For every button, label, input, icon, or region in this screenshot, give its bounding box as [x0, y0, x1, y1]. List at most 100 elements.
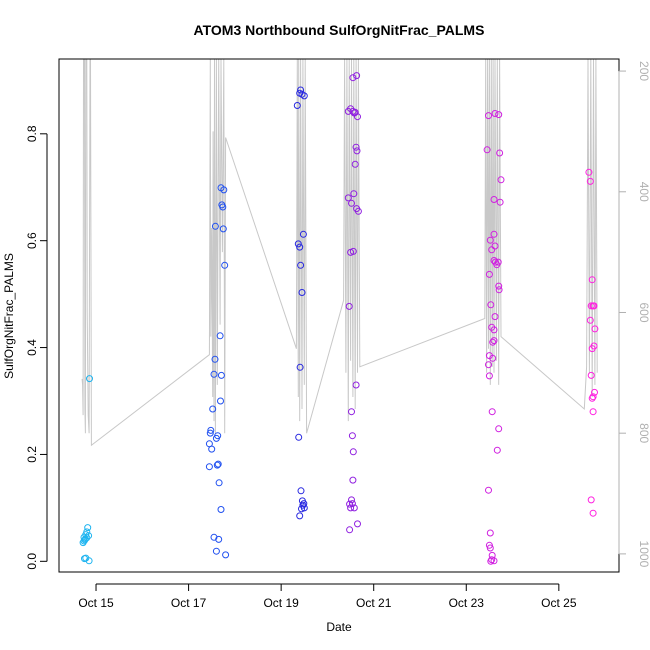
chart-title: ATOM3 Northbound SulfOrgNitFrac_PALMS	[194, 22, 485, 38]
data-point	[344, 194, 352, 202]
data-point	[208, 445, 216, 453]
data-point	[293, 102, 301, 109]
data-point	[354, 520, 361, 528]
data-point	[346, 526, 354, 534]
data-point	[490, 230, 498, 238]
data-point	[348, 199, 355, 207]
data-point	[353, 72, 361, 80]
data-point	[485, 270, 493, 278]
data-point	[491, 110, 499, 117]
data-point	[210, 370, 218, 378]
x-tick-label: Oct 15	[78, 596, 114, 610]
data-point	[587, 302, 595, 310]
data-point	[211, 222, 219, 230]
data-point	[354, 207, 362, 215]
data-point	[490, 326, 498, 334]
data-point	[494, 258, 502, 266]
data-point	[495, 286, 503, 294]
altitude-line	[81, 58, 598, 447]
data-point	[352, 381, 360, 389]
data-point	[296, 243, 304, 251]
data-point	[219, 225, 227, 233]
data-point	[489, 338, 497, 346]
data-point	[586, 316, 594, 324]
data-point	[211, 355, 219, 363]
data-point	[486, 544, 494, 552]
data-point	[586, 177, 594, 185]
data-point	[590, 342, 598, 350]
data-point	[296, 363, 304, 371]
data-point	[212, 547, 220, 555]
right-axis: 200 400 600 800 1000	[618, 61, 650, 568]
x-axis-label: Date	[326, 620, 352, 634]
data-point	[217, 371, 225, 379]
data-point	[496, 149, 504, 157]
data-point	[296, 512, 304, 520]
right-tick-label: 800	[637, 423, 650, 443]
data-point	[214, 432, 222, 440]
data-point	[589, 509, 597, 517]
data-point	[349, 247, 357, 255]
data-point	[488, 246, 496, 254]
data-point	[486, 236, 494, 244]
right-tick-label: 400	[637, 182, 650, 202]
data-point	[348, 496, 355, 504]
data-point	[299, 230, 307, 238]
data-point	[216, 332, 224, 340]
data-point	[352, 143, 360, 151]
data-point	[217, 397, 224, 405]
data-point	[489, 354, 497, 362]
data-point	[297, 86, 305, 94]
y-tick-label: 0.6	[25, 232, 39, 249]
x-tick-label: Oct 17	[171, 596, 207, 610]
data-point	[485, 112, 492, 120]
data-point	[205, 463, 213, 471]
data-point	[295, 433, 303, 441]
data-point	[350, 504, 358, 512]
data-point	[83, 534, 91, 542]
data-point	[354, 113, 361, 121]
data-point	[84, 524, 92, 532]
data-point	[497, 176, 505, 184]
data-point	[209, 405, 217, 413]
data-point	[353, 147, 361, 155]
y-axis-label: SulfOrgNitFrac_PALMS	[2, 253, 16, 379]
data-point	[589, 393, 597, 401]
data-point	[86, 375, 93, 383]
data-point	[221, 261, 229, 269]
data-point	[491, 313, 499, 321]
data-point	[347, 504, 355, 512]
data-point	[585, 168, 593, 176]
data-point	[587, 496, 595, 504]
data-point	[485, 486, 492, 494]
data-point	[350, 190, 358, 198]
data-point	[487, 557, 495, 565]
y-tick-label: 0.2	[25, 446, 39, 463]
data-point	[297, 487, 305, 495]
x-tick-label: Oct 25	[541, 596, 577, 610]
data-point	[589, 408, 597, 416]
x-axis: Oct 15 Oct 17 Oct 19 Oct 21 Oct 23 Oct 25	[78, 583, 577, 610]
data-point	[215, 535, 223, 543]
data-point	[588, 276, 596, 284]
data-point	[349, 476, 357, 484]
altitude-line-layer	[81, 58, 598, 447]
data-point	[348, 432, 356, 440]
y-tick-label: 0.0	[25, 553, 39, 570]
data-point	[215, 479, 223, 487]
data-point	[486, 529, 494, 537]
x-tick-label: Oct 23	[449, 596, 485, 610]
data-point	[214, 460, 222, 468]
data-point	[587, 371, 595, 379]
data-point	[495, 282, 503, 290]
points-layer	[79, 72, 599, 565]
data-point	[300, 92, 308, 100]
data-point	[351, 160, 359, 168]
data-point	[349, 74, 357, 82]
data-point	[591, 325, 599, 333]
data-point	[348, 408, 355, 416]
right-tick-label: 600	[637, 302, 650, 322]
data-point	[349, 448, 357, 456]
data-point	[488, 408, 496, 416]
data-point	[298, 289, 306, 296]
